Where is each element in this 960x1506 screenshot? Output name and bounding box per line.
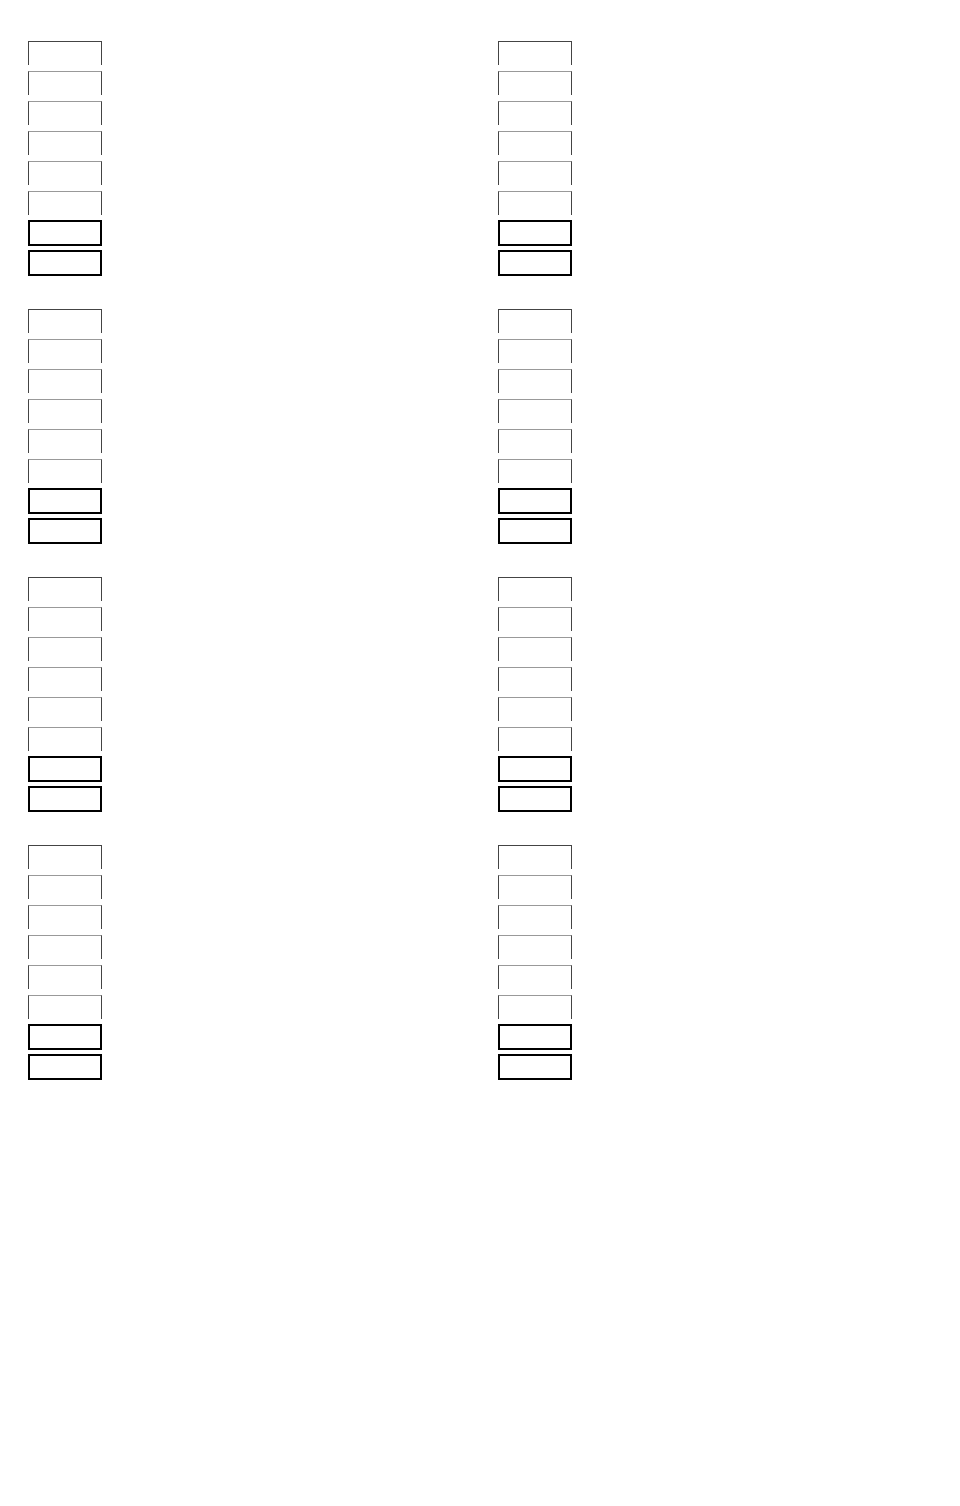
input-box[interactable]	[28, 697, 102, 721]
input-box[interactable]	[28, 191, 102, 215]
block-row-now-cd	[28, 306, 932, 546]
input-box[interactable]	[498, 459, 572, 483]
avg-box[interactable]	[28, 786, 102, 812]
block-pref-a	[28, 574, 438, 814]
input-box[interactable]	[28, 577, 102, 601]
input-box[interactable]	[498, 369, 572, 393]
input-box[interactable]	[28, 845, 102, 869]
input-box[interactable]	[28, 875, 102, 899]
input-box[interactable]	[28, 399, 102, 423]
block-row-pref-cd	[28, 842, 932, 1082]
input-box[interactable]	[498, 41, 572, 65]
input-box[interactable]	[498, 905, 572, 929]
block-row-now-ab	[28, 38, 932, 278]
avg-box[interactable]	[28, 518, 102, 544]
input-box[interactable]	[498, 399, 572, 423]
input-box[interactable]	[498, 101, 572, 125]
avg-box[interactable]	[498, 250, 572, 276]
input-box[interactable]	[28, 71, 102, 95]
avg-box[interactable]	[28, 1054, 102, 1080]
input-box[interactable]	[498, 309, 572, 333]
block-row-pref-ab	[28, 574, 932, 814]
block-pref-d	[498, 842, 908, 1082]
block-pref-c	[28, 842, 438, 1082]
input-box[interactable]	[28, 667, 102, 691]
avg-box[interactable]	[498, 1054, 572, 1080]
input-box[interactable]	[498, 845, 572, 869]
input-box[interactable]	[498, 577, 572, 601]
input-box[interactable]	[28, 369, 102, 393]
input-box[interactable]	[28, 309, 102, 333]
input-box[interactable]	[498, 727, 572, 751]
input-box[interactable]	[28, 965, 102, 989]
input-box[interactable]	[498, 339, 572, 363]
input-box[interactable]	[28, 727, 102, 751]
sum-box[interactable]	[28, 220, 102, 246]
input-box[interactable]	[498, 965, 572, 989]
block-pref-b	[498, 574, 908, 814]
block-now-c	[28, 306, 438, 546]
sum-box[interactable]	[498, 756, 572, 782]
input-box[interactable]	[498, 191, 572, 215]
avg-box[interactable]	[28, 250, 102, 276]
input-box[interactable]	[28, 637, 102, 661]
sum-box[interactable]	[498, 1024, 572, 1050]
sum-box[interactable]	[28, 756, 102, 782]
sum-box[interactable]	[28, 1024, 102, 1050]
block-now-b	[498, 38, 908, 278]
input-box[interactable]	[28, 607, 102, 631]
input-box[interactable]	[498, 161, 572, 185]
input-box[interactable]	[498, 667, 572, 691]
input-box[interactable]	[498, 875, 572, 899]
input-box[interactable]	[28, 905, 102, 929]
input-box[interactable]	[28, 935, 102, 959]
input-box[interactable]	[498, 429, 572, 453]
input-box[interactable]	[498, 995, 572, 1019]
input-box[interactable]	[498, 607, 572, 631]
input-box[interactable]	[498, 935, 572, 959]
avg-box[interactable]	[498, 786, 572, 812]
input-box[interactable]	[28, 995, 102, 1019]
sum-box[interactable]	[498, 220, 572, 246]
input-box[interactable]	[28, 101, 102, 125]
input-box[interactable]	[28, 131, 102, 155]
input-box[interactable]	[28, 339, 102, 363]
block-now-a	[28, 38, 438, 278]
sum-box[interactable]	[28, 488, 102, 514]
input-box[interactable]	[28, 459, 102, 483]
input-box[interactable]	[498, 697, 572, 721]
input-box[interactable]	[28, 429, 102, 453]
sum-box[interactable]	[498, 488, 572, 514]
input-box[interactable]	[498, 71, 572, 95]
input-box[interactable]	[28, 41, 102, 65]
input-box[interactable]	[498, 131, 572, 155]
block-now-d	[498, 306, 908, 546]
avg-box[interactable]	[498, 518, 572, 544]
input-box[interactable]	[28, 161, 102, 185]
input-box[interactable]	[498, 637, 572, 661]
